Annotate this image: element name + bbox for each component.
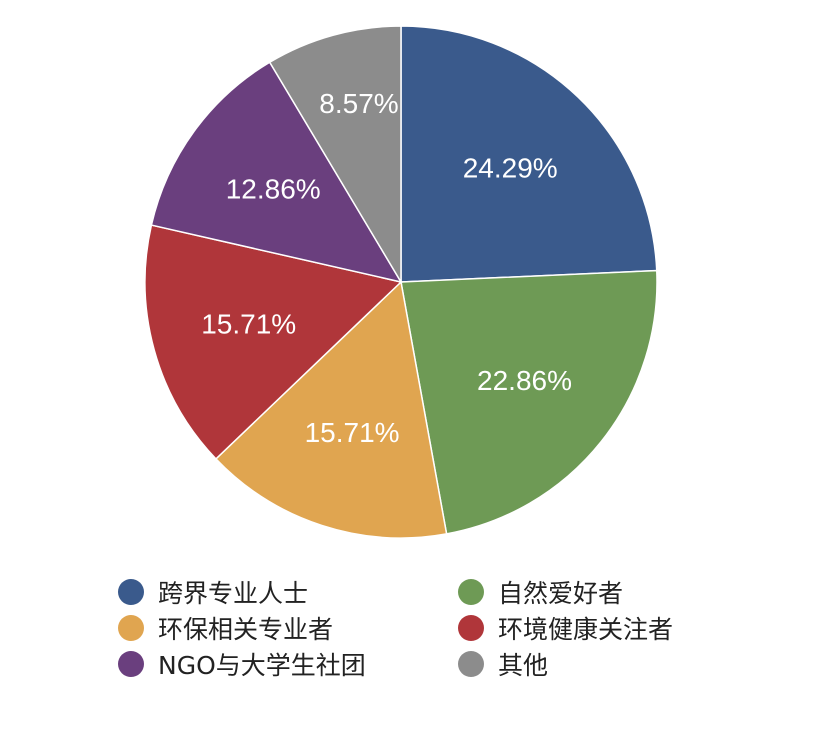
legend-swatch — [458, 579, 484, 605]
legend-label: 其他 — [498, 651, 549, 680]
legend-label: NGO与大学生社团 — [158, 651, 366, 680]
legend-item-env-health: 环境健康关注者 — [458, 612, 738, 644]
legend-item-cross-professional: 跨界专业人士 — [118, 576, 458, 608]
label-nature-lovers: 22.86% — [477, 365, 572, 396]
legend-label: 环保相关专业者 — [158, 615, 334, 644]
legend-label: 自然爱好者 — [498, 579, 624, 608]
legend-label: 环境健康关注者 — [498, 615, 674, 644]
label-env-professionals: 15.71% — [305, 417, 400, 448]
label-ngo-student: 12.86% — [226, 174, 321, 205]
legend-swatch — [118, 651, 144, 677]
pie-chart-plot: 24.29% 22.86% 15.71% 15.71% 12.86% 8.57% — [144, 25, 658, 539]
legend-swatch — [458, 651, 484, 677]
legend-swatch — [118, 579, 144, 605]
legend-label: 跨界专业人士 — [158, 579, 309, 608]
slice-cross-professional — [400, 25, 658, 283]
slice-env-professionals — [214, 280, 448, 539]
slice-env-health — [144, 224, 403, 460]
slice-ngo-student — [150, 61, 403, 284]
legend-swatch — [118, 615, 144, 641]
label-env-health: 15.71% — [201, 309, 296, 340]
legend-item-ngo-student: NGO与大学生社团 — [118, 648, 458, 680]
label-other: 8.57% — [319, 88, 398, 119]
legend-item-nature-lovers: 自然爱好者 — [458, 576, 738, 608]
slice-nature-lovers — [400, 269, 658, 535]
chart-legend: 跨界专业人士 自然爱好者 环保相关专业者 环境健康关注者 NGO与大学生社团 其… — [118, 576, 738, 680]
legend-item-env-professionals: 环保相关专业者 — [118, 612, 458, 644]
legend-swatch — [458, 615, 484, 641]
label-cross-professional: 24.29% — [463, 152, 558, 183]
legend-item-other: 其他 — [458, 648, 738, 680]
slice-other — [268, 25, 402, 285]
